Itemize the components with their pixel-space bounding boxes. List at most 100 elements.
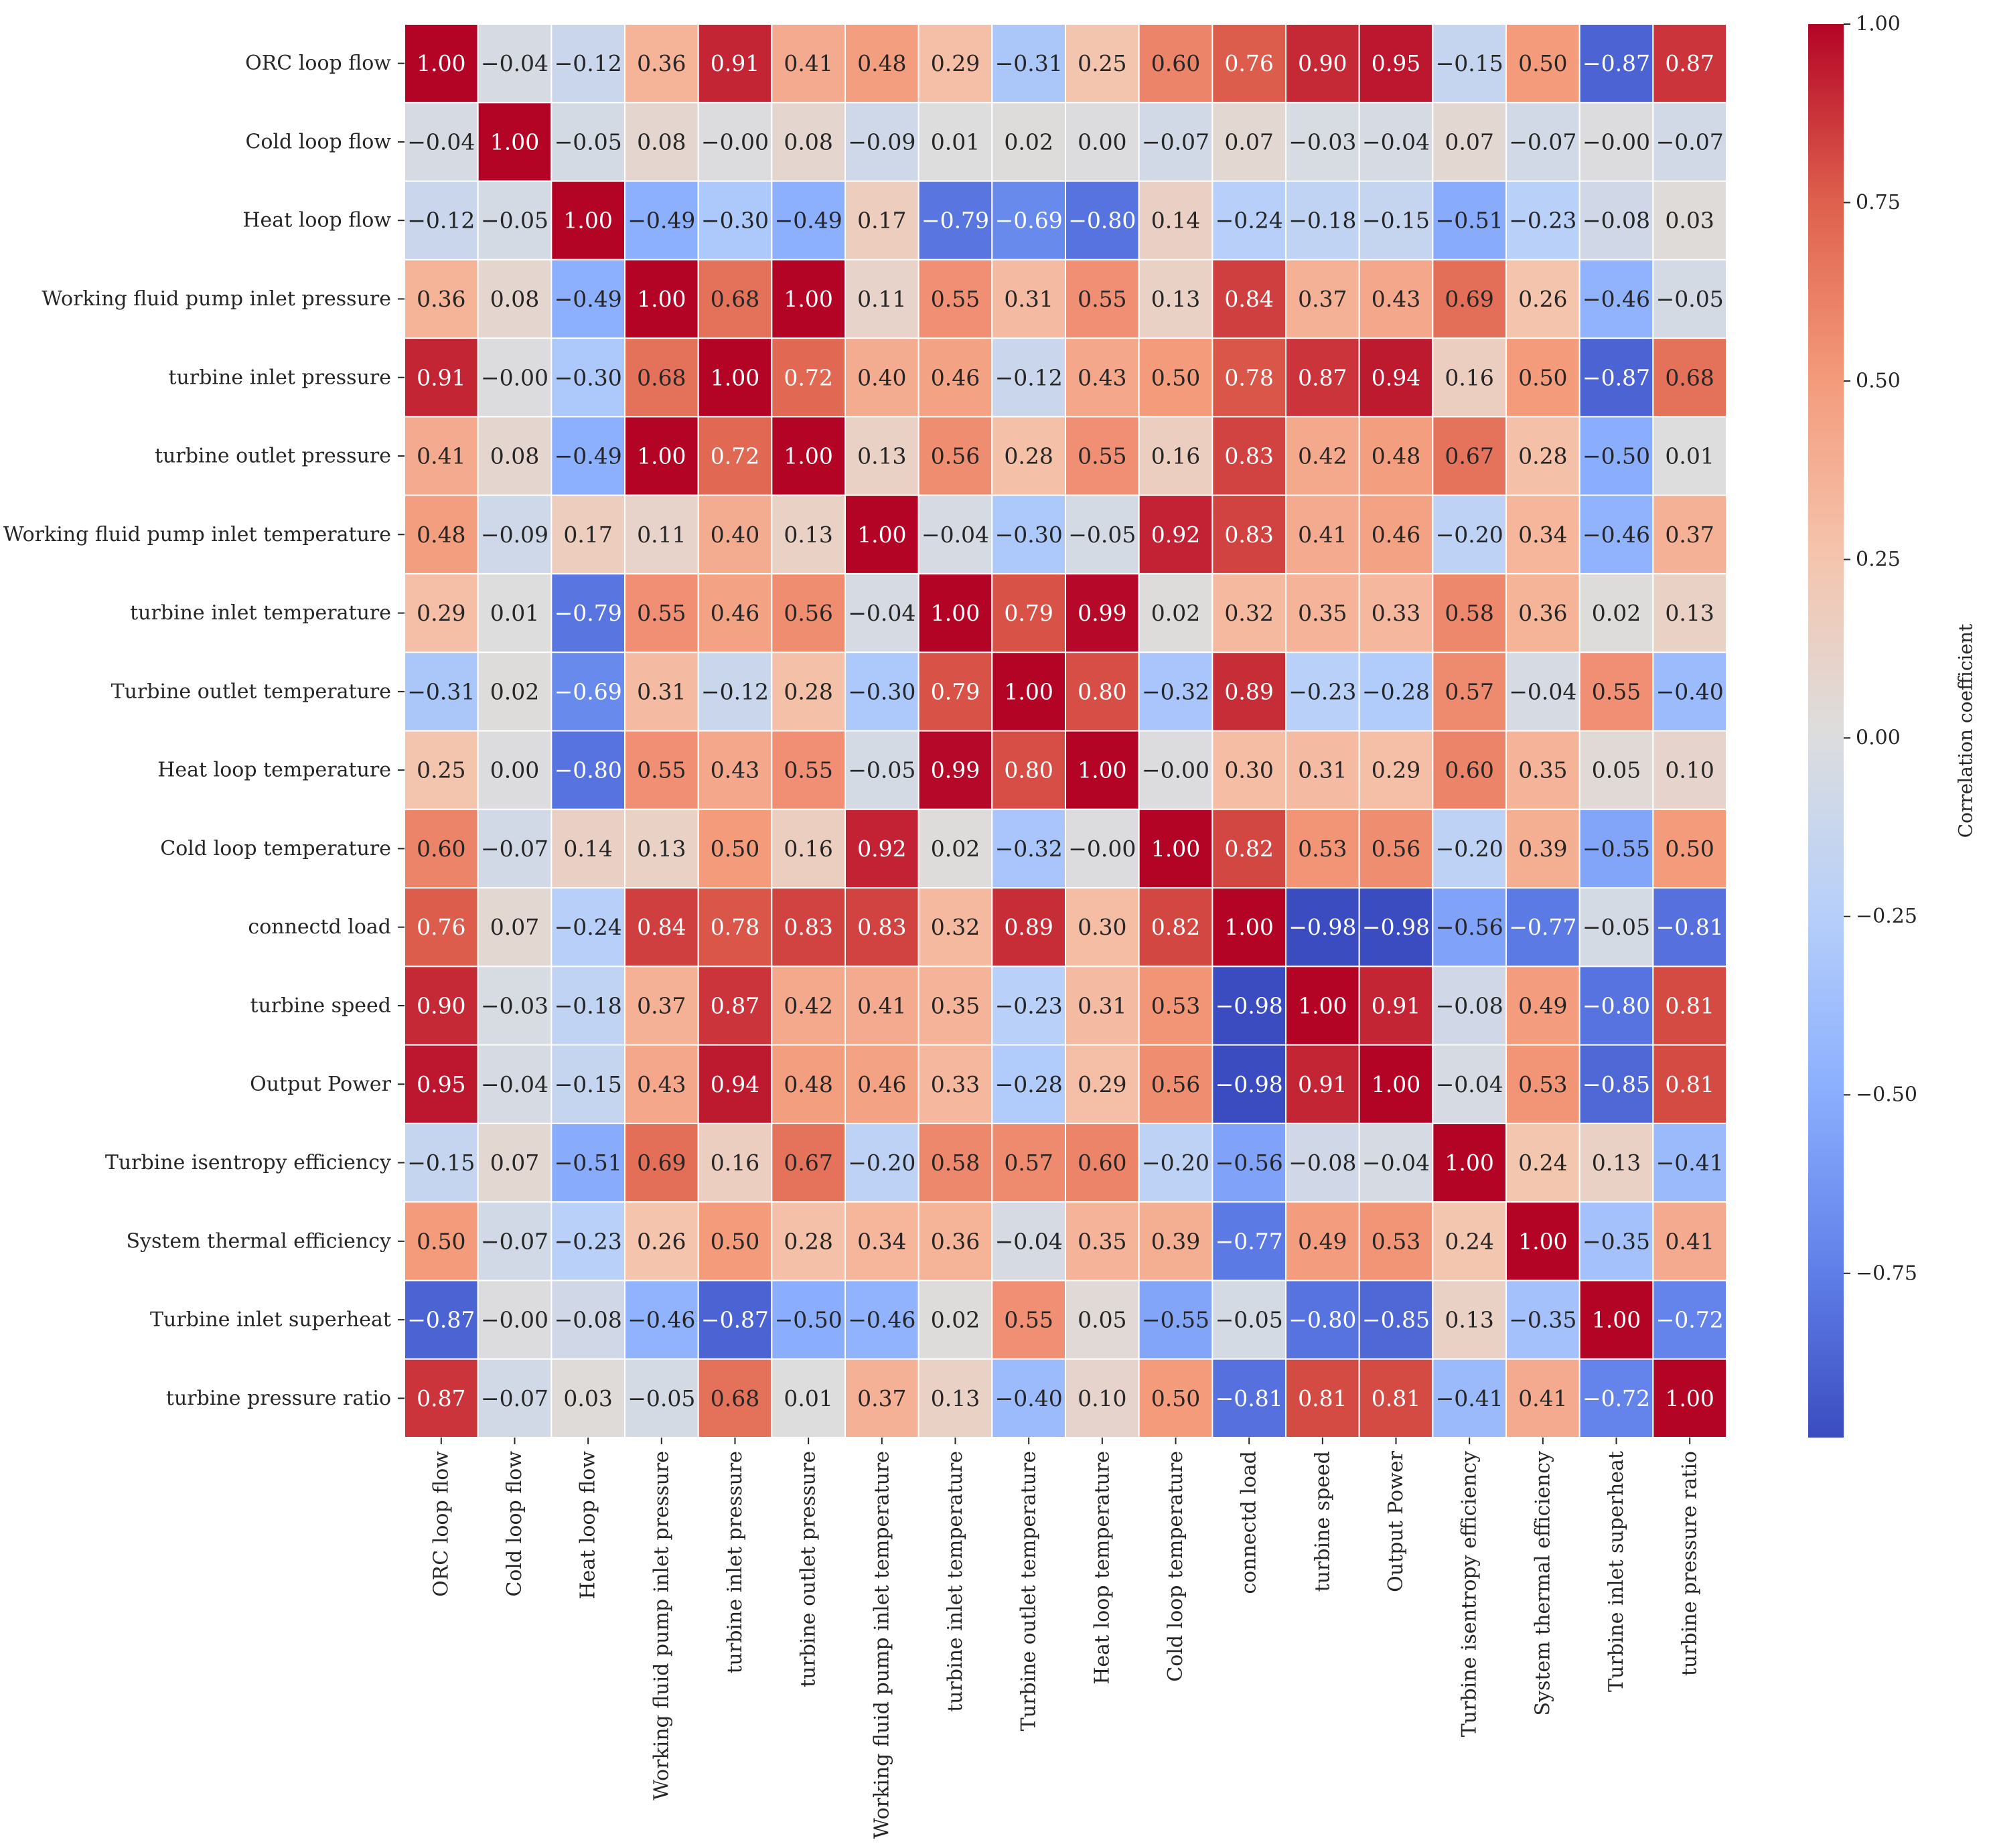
cell-value-label: −0.20 (1436, 522, 1503, 548)
cell-value-label: −0.72 (1656, 1307, 1724, 1333)
cell-value-label: −0.15 (1362, 208, 1430, 234)
cell-value-label: −0.31 (995, 50, 1063, 76)
cell-value-label: 0.41 (857, 992, 906, 1018)
heatmap-cell (1285, 180, 1360, 260)
cell-value-label: 0.57 (1445, 678, 1493, 704)
heatmap-cell (771, 337, 846, 418)
cell-value-label: 0.50 (1518, 364, 1567, 390)
cell-value-label: 0.28 (1518, 443, 1567, 469)
y-tick-label: Working fluid pump inlet pressure (42, 287, 391, 311)
cell-value-label: −0.98 (1288, 914, 1356, 940)
heatmap-cell (404, 1280, 479, 1360)
cell-value-label: 0.11 (857, 286, 906, 312)
heatmap-cell (771, 416, 846, 496)
cell-value-label: 1.00 (711, 364, 759, 390)
cell-value-label: 0.89 (1004, 914, 1053, 940)
cell-value-label: −0.49 (628, 208, 695, 234)
heatmap-cell (624, 730, 699, 810)
cell-value-label: 0.43 (1372, 286, 1420, 312)
cell-value-label: 0.55 (1078, 443, 1126, 469)
heatmap-cell (1065, 416, 1140, 496)
cell-value-label: 0.94 (1372, 364, 1420, 390)
heatmap-cell (477, 1358, 552, 1438)
cell-value-label: −0.00 (1142, 757, 1209, 783)
heatmap-cell (1138, 966, 1213, 1046)
heatmap-cell (844, 1122, 919, 1203)
y-tick-label: turbine inlet pressure (169, 366, 392, 389)
heatmap-cell (844, 808, 919, 889)
cell-value-label: 0.87 (711, 992, 759, 1018)
cell-value-label: 0.79 (931, 678, 980, 704)
y-tick-label: turbine outlet pressure (155, 445, 391, 468)
heatmap-cell (917, 1122, 993, 1203)
cell-value-label: 0.03 (563, 1385, 612, 1411)
cell-value-label: −0.40 (995, 1385, 1063, 1411)
cell-value-label: 0.37 (637, 992, 686, 1018)
cell-value-label: 0.83 (857, 914, 906, 940)
cell-value-label: −0.69 (995, 208, 1063, 234)
cell-value-label: 0.07 (1445, 129, 1493, 155)
heatmap-cell (771, 1044, 846, 1124)
heatmap-cell (1211, 494, 1286, 574)
cell-value-label: 0.01 (784, 1385, 832, 1411)
cell-value-label: −0.46 (848, 1307, 915, 1333)
cell-value-label: 0.46 (931, 364, 980, 390)
heatmap-cell (1652, 730, 1728, 810)
cell-value-label: 1.00 (1592, 1307, 1641, 1333)
cell-value-label: −0.04 (995, 1228, 1063, 1254)
cell-value-label: 0.46 (711, 600, 759, 626)
cell-value-label: 0.55 (637, 600, 686, 626)
cell-value-label: −0.23 (1509, 208, 1576, 234)
heatmap-cell (1358, 258, 1434, 339)
cell-value-label: 0.55 (931, 286, 980, 312)
cell-value-label: 0.50 (417, 1228, 465, 1254)
cell-value-label: 0.68 (1665, 364, 1714, 390)
cell-value-label: −0.12 (555, 50, 622, 76)
cell-value-label: 1.00 (637, 443, 686, 469)
heatmap-cell (1578, 572, 1654, 653)
cell-value-label: 0.50 (711, 1228, 759, 1254)
heatmap-cell (1652, 1044, 1728, 1124)
cell-value-label: 0.25 (417, 757, 465, 783)
cell-value-label: −0.03 (1288, 129, 1356, 155)
cell-value-label: −0.00 (1582, 129, 1650, 155)
cell-value-label: 0.72 (784, 364, 832, 390)
cell-value-label: 0.53 (1298, 836, 1347, 862)
cell-value-label: −0.05 (628, 1385, 695, 1411)
y-tick-label: Heat loop temperature (157, 759, 391, 782)
heatmap-cell (1358, 180, 1434, 260)
x-tick-label: Cold loop temperature (1164, 1451, 1187, 1682)
cell-value-label: −0.87 (1582, 364, 1650, 390)
heatmap-cell (917, 1201, 993, 1282)
cell-value-label: 0.58 (931, 1150, 980, 1176)
heatmap-cell (1285, 651, 1360, 732)
cell-value-label: 0.68 (711, 1385, 759, 1411)
heatmap-cell (1138, 808, 1213, 889)
heatmap-cell (771, 651, 846, 732)
cell-value-label: 0.46 (1372, 522, 1420, 548)
heatmap-cell (1505, 494, 1580, 574)
cell-value-label: −0.51 (1436, 208, 1503, 234)
heatmap-cell (1138, 1044, 1213, 1124)
cell-value-label: −0.07 (481, 1228, 548, 1254)
heatmap-cell (1211, 416, 1286, 496)
cell-value-label: 0.50 (1518, 50, 1567, 76)
cell-value-label: −0.12 (701, 678, 769, 704)
cell-value-label: 0.60 (1151, 50, 1200, 76)
cell-value-label: 0.82 (1151, 914, 1200, 940)
cell-value-label: −0.20 (1436, 836, 1503, 862)
cell-value-label: −0.80 (555, 757, 622, 783)
cell-value-label: 0.55 (1592, 678, 1641, 704)
x-tick-label: Turbine outlet temperature (1017, 1451, 1041, 1731)
y-tick-labels: ORC loop flow Cold loop flow Heat loop flo… (3, 52, 404, 1410)
cell-value-label: 0.79 (1004, 600, 1053, 626)
cell-value-label: −0.24 (555, 914, 622, 940)
cell-value-label: 0.07 (490, 914, 539, 940)
heatmap-cell (771, 572, 846, 653)
heatmap-cell (1578, 416, 1654, 496)
cell-value-label: 0.34 (857, 1228, 906, 1254)
cell-value-label: 0.29 (1078, 1071, 1126, 1097)
heatmap-cell (991, 808, 1066, 889)
heatmap-cell (1211, 180, 1286, 260)
cell-value-label: 0.99 (1078, 600, 1126, 626)
